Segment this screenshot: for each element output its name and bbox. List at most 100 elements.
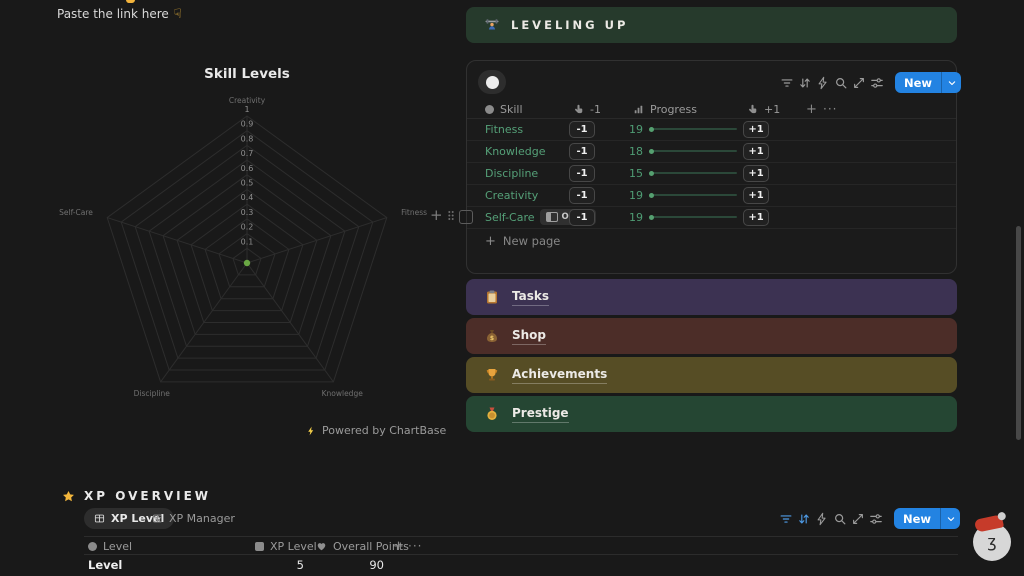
add-column-button[interactable]: + — [806, 101, 817, 117]
tab-xp-level[interactable]: XP Level — [84, 508, 175, 529]
chevron-down-icon[interactable] — [941, 72, 961, 93]
banner-tasks[interactable]: Tasks — [466, 279, 957, 315]
minus-one-button[interactable]: -1 — [569, 143, 595, 160]
skill-link[interactable]: Creativity — [485, 188, 539, 202]
expand-icon[interactable] — [850, 511, 866, 527]
title-circle-icon — [485, 104, 494, 114]
new-button-label[interactable]: New — [903, 511, 932, 526]
view-tab[interactable] — [478, 70, 506, 94]
minus-one-button[interactable]: -1 — [569, 187, 595, 204]
progress-bar — [649, 214, 737, 220]
plus-one-button[interactable]: +1 — [743, 121, 769, 138]
skill-link[interactable]: Knowledge — [485, 144, 546, 158]
search-icon[interactable] — [832, 511, 848, 527]
minus-one-button[interactable]: -1 — [569, 209, 595, 226]
row-checkbox[interactable] — [459, 210, 473, 224]
new-button[interactable]: New — [894, 508, 961, 529]
plus-one-button[interactable]: +1 — [743, 209, 769, 226]
banner-achievements[interactable]: Achievements — [466, 357, 957, 393]
medal-icon — [487, 407, 497, 420]
xp-overview-heading: XP OVERVIEW — [62, 489, 211, 503]
plus-one-button[interactable]: +1 — [743, 165, 769, 182]
column-progress[interactable]: Progress — [633, 100, 697, 118]
leveling-up-banner[interactable]: LEVELING UP — [466, 7, 957, 43]
new-page-button[interactable]: + New page — [485, 228, 560, 254]
chart-attribution[interactable]: Powered by ChartBase — [306, 424, 446, 437]
plus-one-button[interactable]: +1 — [743, 187, 769, 204]
svg-text:Creativity: Creativity — [229, 96, 266, 105]
table-options-button[interactable]: ··· — [823, 102, 838, 116]
filter-icon[interactable] — [778, 511, 794, 527]
chevron-down-icon[interactable] — [940, 508, 960, 529]
svg-text:0.7: 0.7 — [241, 149, 254, 158]
banner-prestige[interactable]: Prestige — [466, 396, 957, 432]
progress-value[interactable]: 19 — [629, 188, 643, 202]
svg-text:0.5: 0.5 — [241, 179, 254, 188]
minus-one-button[interactable]: -1 — [569, 165, 595, 182]
leveling-table-card: New Skill -1 Progress +1 + ··· — [466, 60, 962, 274]
progress-bar — [649, 126, 737, 132]
skill-link[interactable]: Self-Care — [485, 210, 535, 224]
column-minus[interactable]: -1 — [573, 100, 601, 118]
expand-icon[interactable] — [851, 75, 867, 91]
progress-value[interactable]: 18 — [629, 144, 643, 158]
drag-handle-icon[interactable] — [447, 210, 455, 221]
add-column-button[interactable]: + — [393, 538, 404, 554]
leveling-toolbar: New — [779, 72, 962, 93]
tab-label: XP Level — [111, 512, 165, 525]
skill-link[interactable]: Discipline — [485, 166, 539, 180]
column-skill[interactable]: Skill — [485, 100, 523, 118]
banner-shop[interactable]: $ Shop — [466, 318, 957, 354]
column-overall-points[interactable]: Overall Points — [316, 537, 409, 555]
minus-one-button[interactable]: -1 — [569, 121, 595, 138]
add-row-button[interactable]: + — [430, 206, 443, 224]
sort-icon[interactable] — [797, 75, 813, 91]
view-settings-icon[interactable] — [869, 75, 885, 91]
svg-text:0.3: 0.3 — [241, 208, 254, 217]
xp-level-cell[interactable]: 5 — [296, 558, 304, 572]
progress-bar — [649, 170, 737, 176]
svg-text:0.2: 0.2 — [241, 223, 254, 232]
column-plus[interactable]: +1 — [747, 100, 780, 118]
column-xp-level[interactable]: XP Level — [255, 537, 317, 555]
search-icon[interactable] — [833, 75, 849, 91]
automations-icon[interactable] — [814, 511, 830, 527]
progress-value[interactable]: 19 — [629, 122, 643, 136]
progress-bar — [649, 148, 737, 154]
table-view-icon — [94, 514, 105, 523]
sort-icon[interactable] — [796, 511, 812, 527]
table-options-button[interactable]: ··· — [408, 539, 423, 553]
new-button[interactable]: New — [895, 72, 962, 93]
star-icon — [63, 490, 74, 501]
progress-value[interactable]: 15 — [629, 166, 643, 180]
scrollbar-thumb[interactable] — [1016, 226, 1021, 440]
new-button-label[interactable]: New — [904, 75, 933, 90]
side-peek-icon — [545, 212, 558, 222]
level-cell[interactable]: Level — [88, 558, 123, 572]
progress-value[interactable]: 19 — [629, 210, 643, 224]
filter-icon[interactable] — [779, 75, 795, 91]
top-note: Paste the link here ☟ — [57, 7, 182, 21]
svg-text:0.4: 0.4 — [241, 193, 254, 202]
svg-text:0.6: 0.6 — [241, 164, 254, 173]
overall-points-cell[interactable]: 90 — [369, 558, 384, 572]
new-page-label: New page — [502, 234, 561, 248]
column-level[interactable]: Level — [88, 537, 132, 555]
automations-icon[interactable] — [815, 75, 831, 91]
svg-text:$: $ — [490, 335, 494, 342]
trophy-icon — [486, 369, 498, 381]
button-hand-icon — [749, 104, 757, 113]
column-xp-level-label: XP Level — [270, 539, 317, 553]
tab-xp-manager[interactable]: XP Manager — [146, 508, 241, 529]
column-plus-label: +1 — [764, 102, 781, 116]
plus-one-button[interactable]: +1 — [743, 143, 769, 160]
svg-text:0.8: 0.8 — [241, 134, 254, 143]
xp-table-row: Level 5 90 — [84, 554, 958, 576]
svg-text:Knowledge: Knowledge — [322, 389, 364, 398]
table-row: Fitness -1 19 +1 — [467, 118, 956, 141]
square-icon — [255, 541, 264, 551]
skill-link[interactable]: Fitness — [485, 122, 524, 136]
column-level-label: Level — [103, 539, 133, 553]
view-settings-icon[interactable] — [868, 511, 884, 527]
table-row: Creativity -1 19 +1 — [467, 184, 956, 207]
